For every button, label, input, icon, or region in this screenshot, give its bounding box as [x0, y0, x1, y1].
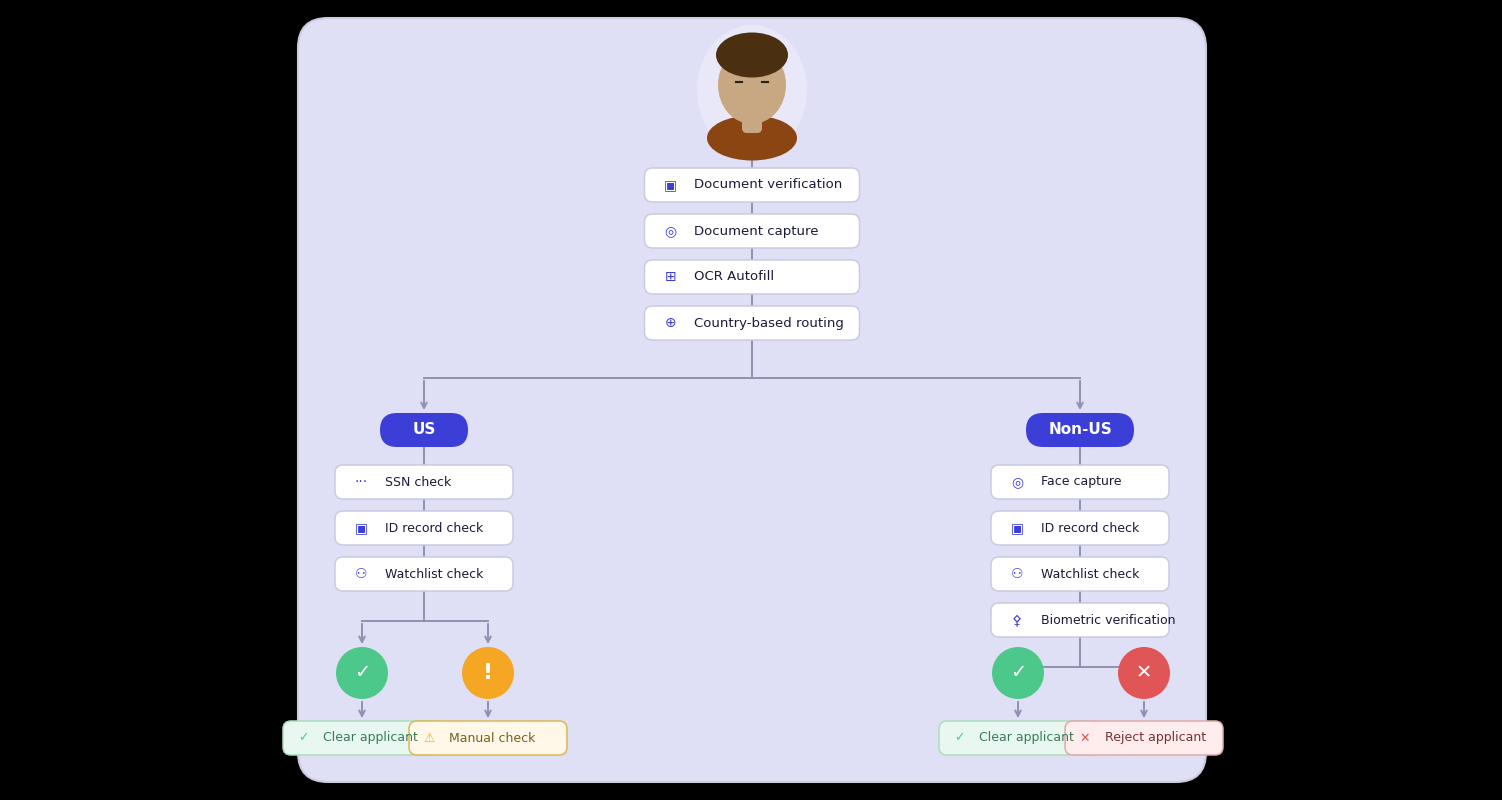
- Ellipse shape: [718, 46, 786, 124]
- Text: ✓: ✓: [954, 731, 964, 745]
- Text: ⚠: ⚠: [424, 731, 434, 745]
- Text: ▣: ▣: [664, 178, 677, 192]
- Text: Document capture: Document capture: [694, 225, 819, 238]
- Text: Clear applicant: Clear applicant: [323, 731, 418, 745]
- Circle shape: [463, 647, 514, 699]
- Text: ▣: ▣: [1011, 521, 1023, 535]
- Text: ⊞: ⊞: [665, 270, 676, 284]
- FancyBboxPatch shape: [1026, 413, 1134, 447]
- Text: !: !: [484, 663, 493, 683]
- Text: ✕: ✕: [1136, 663, 1152, 682]
- Text: Non-US: Non-US: [1048, 422, 1111, 438]
- Ellipse shape: [707, 115, 798, 161]
- Text: Watchlist check: Watchlist check: [1041, 567, 1140, 581]
- FancyBboxPatch shape: [991, 511, 1169, 545]
- Text: ◎: ◎: [664, 224, 676, 238]
- Text: Clear applicant: Clear applicant: [979, 731, 1074, 745]
- Ellipse shape: [697, 25, 807, 155]
- Text: Watchlist check: Watchlist check: [385, 567, 484, 581]
- Text: Reject applicant: Reject applicant: [1105, 731, 1206, 745]
- Text: ⚴: ⚴: [1012, 613, 1021, 627]
- FancyBboxPatch shape: [644, 168, 859, 202]
- Text: Biometric verification: Biometric verification: [1041, 614, 1176, 626]
- FancyBboxPatch shape: [409, 721, 566, 755]
- FancyBboxPatch shape: [742, 108, 762, 133]
- FancyBboxPatch shape: [644, 214, 859, 248]
- FancyBboxPatch shape: [335, 511, 514, 545]
- Text: Country-based routing: Country-based routing: [694, 317, 844, 330]
- Circle shape: [336, 647, 388, 699]
- Text: SSN check: SSN check: [385, 475, 451, 489]
- Text: ⊕: ⊕: [665, 316, 676, 330]
- Text: ✕: ✕: [1080, 731, 1090, 745]
- Text: ▣: ▣: [354, 521, 368, 535]
- Circle shape: [1117, 647, 1170, 699]
- Text: ✓: ✓: [354, 663, 369, 682]
- Text: ◎: ◎: [1011, 475, 1023, 489]
- Text: Manual check: Manual check: [449, 731, 535, 745]
- Text: ⚇: ⚇: [1011, 567, 1023, 581]
- FancyBboxPatch shape: [991, 465, 1169, 499]
- Text: ···: ···: [354, 475, 368, 489]
- Text: ⚇: ⚇: [354, 567, 368, 581]
- FancyBboxPatch shape: [297, 18, 1206, 782]
- FancyBboxPatch shape: [380, 413, 469, 447]
- Circle shape: [991, 647, 1044, 699]
- FancyBboxPatch shape: [335, 465, 514, 499]
- FancyBboxPatch shape: [644, 306, 859, 340]
- Text: ID record check: ID record check: [1041, 522, 1139, 534]
- Text: Document verification: Document verification: [694, 178, 843, 191]
- FancyBboxPatch shape: [991, 603, 1169, 637]
- FancyBboxPatch shape: [991, 557, 1169, 591]
- FancyBboxPatch shape: [939, 721, 1096, 755]
- FancyBboxPatch shape: [335, 557, 514, 591]
- Text: ✓: ✓: [297, 731, 308, 745]
- Text: Face capture: Face capture: [1041, 475, 1122, 489]
- Text: ID record check: ID record check: [385, 522, 484, 534]
- Ellipse shape: [716, 33, 789, 78]
- Text: OCR Autofill: OCR Autofill: [694, 270, 775, 283]
- FancyBboxPatch shape: [282, 721, 442, 755]
- Text: US: US: [413, 422, 436, 438]
- FancyBboxPatch shape: [644, 260, 859, 294]
- FancyBboxPatch shape: [1065, 721, 1223, 755]
- Text: ✓: ✓: [1009, 663, 1026, 682]
